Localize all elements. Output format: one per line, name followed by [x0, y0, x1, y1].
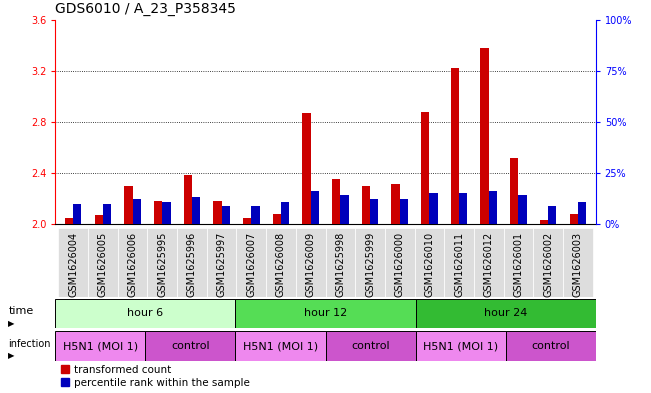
Text: GSM1626006: GSM1626006	[128, 231, 137, 296]
Text: H5N1 (MOI 1): H5N1 (MOI 1)	[423, 341, 498, 351]
FancyBboxPatch shape	[236, 331, 326, 361]
Text: GSM1625996: GSM1625996	[187, 231, 197, 297]
FancyBboxPatch shape	[88, 228, 118, 297]
FancyBboxPatch shape	[415, 299, 596, 328]
Bar	[214, 201, 221, 224]
FancyBboxPatch shape	[533, 228, 563, 297]
FancyBboxPatch shape	[236, 299, 415, 328]
Bar	[578, 202, 586, 224]
FancyBboxPatch shape	[506, 331, 596, 361]
Bar	[362, 186, 370, 224]
FancyBboxPatch shape	[415, 331, 506, 361]
Text: hour 6: hour 6	[128, 309, 163, 318]
Text: GSM1626007: GSM1626007	[246, 231, 256, 297]
FancyBboxPatch shape	[147, 228, 177, 297]
Bar	[400, 200, 408, 224]
Text: GSM1626001: GSM1626001	[514, 231, 523, 296]
Text: GDS6010 / A_23_P358345: GDS6010 / A_23_P358345	[55, 2, 236, 16]
Bar	[273, 214, 281, 224]
Bar	[65, 218, 73, 224]
FancyBboxPatch shape	[385, 228, 415, 297]
Bar	[94, 215, 103, 224]
FancyBboxPatch shape	[266, 228, 296, 297]
Bar	[311, 191, 319, 224]
Text: GSM1626011: GSM1626011	[454, 231, 464, 296]
FancyBboxPatch shape	[118, 228, 147, 297]
Text: GSM1626005: GSM1626005	[98, 231, 108, 297]
FancyBboxPatch shape	[236, 228, 266, 297]
FancyBboxPatch shape	[326, 331, 415, 361]
Bar	[221, 206, 230, 224]
Bar	[192, 197, 201, 224]
Bar	[243, 218, 251, 224]
FancyBboxPatch shape	[326, 228, 355, 297]
Bar	[430, 193, 437, 224]
Text: GSM1625995: GSM1625995	[157, 231, 167, 297]
Text: ▶: ▶	[8, 319, 15, 328]
Bar	[489, 191, 497, 224]
Text: control: control	[171, 341, 210, 351]
Text: GSM1626010: GSM1626010	[424, 231, 434, 296]
Text: H5N1 (MOI 1): H5N1 (MOI 1)	[243, 341, 318, 351]
Bar	[251, 206, 260, 224]
FancyBboxPatch shape	[474, 228, 504, 297]
Bar	[162, 202, 171, 224]
Text: GSM1626000: GSM1626000	[395, 231, 405, 296]
Text: time: time	[8, 307, 34, 316]
Text: GSM1626012: GSM1626012	[484, 231, 494, 297]
Text: GSM1625998: GSM1625998	[335, 231, 345, 297]
FancyBboxPatch shape	[355, 228, 385, 297]
Bar	[518, 195, 527, 224]
FancyBboxPatch shape	[444, 228, 474, 297]
FancyBboxPatch shape	[563, 228, 592, 297]
FancyBboxPatch shape	[55, 331, 145, 361]
Text: GSM1625999: GSM1625999	[365, 231, 375, 297]
Bar	[302, 113, 311, 224]
Bar	[391, 184, 400, 224]
FancyBboxPatch shape	[177, 228, 207, 297]
Bar	[548, 206, 557, 224]
FancyBboxPatch shape	[145, 331, 236, 361]
Text: control: control	[352, 341, 390, 351]
FancyBboxPatch shape	[59, 228, 88, 297]
Bar	[450, 68, 459, 224]
Bar	[154, 201, 162, 224]
Bar	[370, 200, 378, 224]
Text: GSM1626008: GSM1626008	[276, 231, 286, 296]
Text: H5N1 (MOI 1): H5N1 (MOI 1)	[62, 341, 138, 351]
Bar	[570, 214, 578, 224]
Bar	[340, 195, 349, 224]
Text: GSM1626009: GSM1626009	[306, 231, 316, 296]
Text: GSM1626004: GSM1626004	[68, 231, 78, 296]
Text: GSM1625997: GSM1625997	[217, 231, 227, 297]
Text: ▶: ▶	[8, 351, 15, 360]
Bar	[421, 112, 430, 224]
Text: GSM1626002: GSM1626002	[543, 231, 553, 297]
FancyBboxPatch shape	[296, 228, 326, 297]
Text: hour 24: hour 24	[484, 309, 527, 318]
Bar	[459, 193, 467, 224]
Text: hour 12: hour 12	[304, 309, 347, 318]
Text: GSM1626003: GSM1626003	[573, 231, 583, 296]
Legend: transformed count, percentile rank within the sample: transformed count, percentile rank withi…	[61, 365, 250, 388]
FancyBboxPatch shape	[415, 228, 444, 297]
Bar	[480, 48, 489, 224]
Bar	[281, 202, 289, 224]
FancyBboxPatch shape	[504, 228, 533, 297]
FancyBboxPatch shape	[55, 299, 236, 328]
Bar	[133, 200, 141, 224]
Bar	[103, 204, 111, 224]
Text: control: control	[531, 341, 570, 351]
Bar	[184, 175, 192, 224]
Bar	[73, 204, 81, 224]
FancyBboxPatch shape	[207, 228, 236, 297]
Bar	[510, 158, 518, 224]
Bar	[540, 220, 548, 224]
Bar	[332, 179, 340, 224]
Bar	[124, 186, 133, 224]
Text: infection: infection	[8, 339, 51, 349]
